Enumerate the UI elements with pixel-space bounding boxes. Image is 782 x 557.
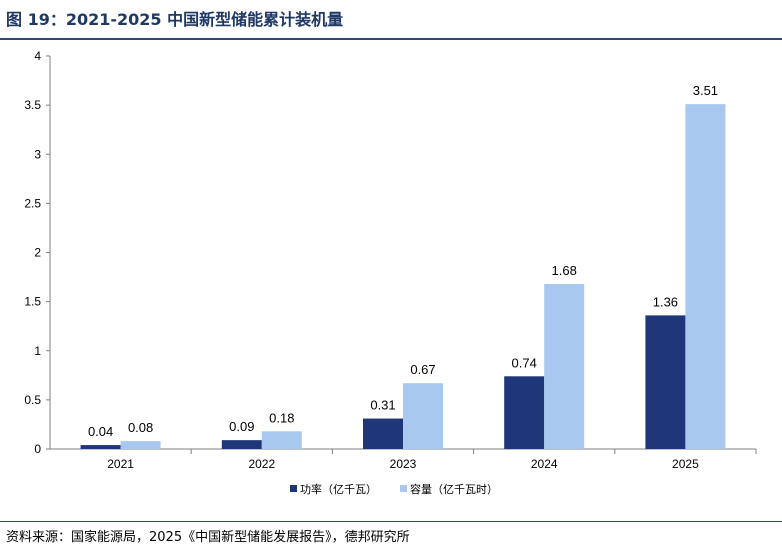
bar-power	[80, 445, 121, 449]
x-tick-label: 2023	[390, 457, 417, 471]
data-label: 0.04	[88, 424, 113, 439]
y-tick-label: 0	[34, 442, 41, 456]
data-label: 0.08	[128, 420, 153, 435]
bar-capacity	[261, 431, 302, 449]
y-tick-label: 1.5	[24, 295, 41, 309]
data-label: 0.67	[410, 362, 435, 377]
bar-power	[645, 315, 686, 449]
legend-swatch-capacity	[400, 485, 407, 492]
data-label: 3.51	[693, 83, 718, 98]
y-tick-label: 0.5	[24, 393, 41, 407]
bar-capacity	[120, 441, 161, 449]
chart-title: 图 19：2021-2025 中国新型储能累计装机量	[6, 10, 344, 29]
bar-power	[221, 440, 262, 449]
data-label: 1.36	[653, 294, 678, 309]
bar-capacity	[403, 383, 443, 449]
y-tick-label: 3	[34, 147, 41, 161]
x-tick-label: 2024	[531, 457, 558, 471]
y-tick-label: 2.5	[24, 196, 41, 210]
bar-power	[363, 418, 403, 449]
y-tick-label: 4	[34, 49, 41, 63]
source-note: 资料来源：国家能源局，2025《中国新型储能发展报告》，德邦研究所	[6, 530, 410, 545]
bar-capacity	[685, 104, 726, 449]
title-divider	[0, 38, 782, 40]
bar-power	[504, 376, 545, 449]
bar-capacity	[544, 283, 585, 449]
x-tick-label: 2025	[672, 457, 699, 471]
y-tick-label: 1	[34, 344, 41, 358]
data-label: 0.31	[370, 398, 395, 413]
data-label: 0.74	[512, 355, 537, 370]
legend-swatch-power	[290, 485, 297, 492]
data-label: 0.09	[229, 419, 254, 434]
y-tick-label: 3.5	[24, 98, 41, 112]
x-tick-label: 2021	[107, 457, 134, 471]
legend-label-power: 功率（亿千瓦）	[300, 482, 377, 496]
data-label: 1.68	[552, 263, 577, 278]
bar-chart: 0 0.5 1 1.5 2 2.5 3 3.5 4 0.04 0.08 2021 0.09 0.18 202…	[24, 49, 757, 496]
y-tick-label: 2	[34, 246, 41, 260]
source-divider	[0, 521, 782, 522]
data-label: 0.18	[269, 410, 294, 425]
x-tick-label: 2022	[248, 457, 275, 471]
legend-label-capacity: 容量（亿千瓦时）	[410, 482, 498, 496]
